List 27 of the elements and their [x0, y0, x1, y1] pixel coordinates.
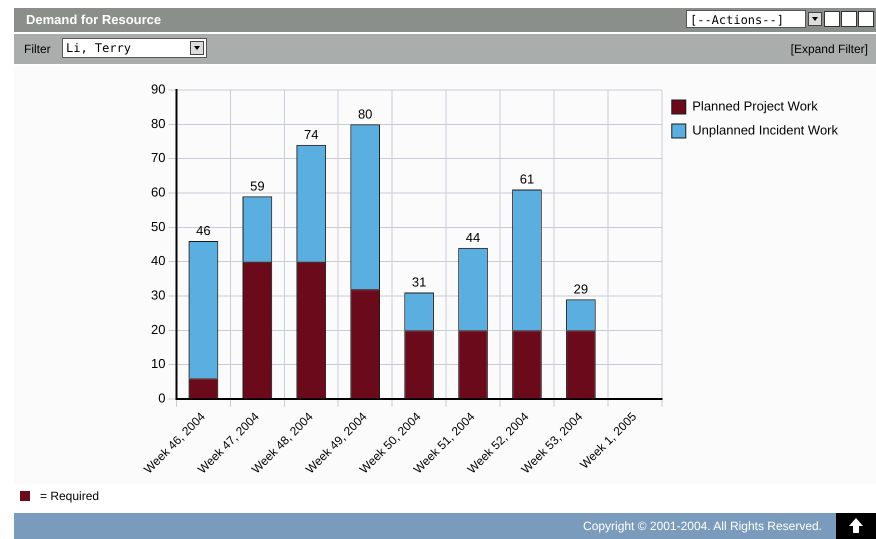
y-tick-label: 50 — [150, 218, 166, 234]
total-label: 74 — [304, 126, 318, 142]
total-label: 46 — [196, 223, 211, 238]
text: [--Actions--] — [686, 10, 806, 28]
y-tick-label: 90 — [150, 82, 166, 97]
chart-title: Demand for Resource — [26, 11, 162, 29]
total-label: 59 — [250, 178, 265, 194]
total-label: 29 — [574, 281, 588, 296]
total-label: 31 — [412, 274, 426, 290]
y-tick-label: 30 — [150, 288, 166, 303]
y-tick-label: 10 — [150, 356, 166, 372]
total-label: 61 — [520, 172, 534, 187]
y-tick-label: 70 — [150, 150, 166, 166]
total-label: 44 — [466, 230, 480, 245]
y-tick-label: 60 — [150, 184, 166, 200]
y-tick-label: 20 — [150, 322, 166, 337]
text: Li, Terry — [62, 38, 207, 58]
legend-label: Planned Project Work — [692, 98, 818, 114]
text: Copyright © 2001-2004. All Rights Reserved. — [14, 513, 836, 539]
legend-label: Unplanned Incident Work — [692, 122, 838, 138]
y-tick-label: 0 — [158, 390, 166, 406]
text: [Expand Filter] — [790, 42, 868, 56]
y-tick-label: 40 — [150, 253, 166, 268]
text: = Required — [40, 489, 100, 503]
text: Filter — [24, 42, 51, 56]
total-label: 80 — [358, 106, 372, 122]
y-tick-label: 80 — [150, 116, 166, 131]
